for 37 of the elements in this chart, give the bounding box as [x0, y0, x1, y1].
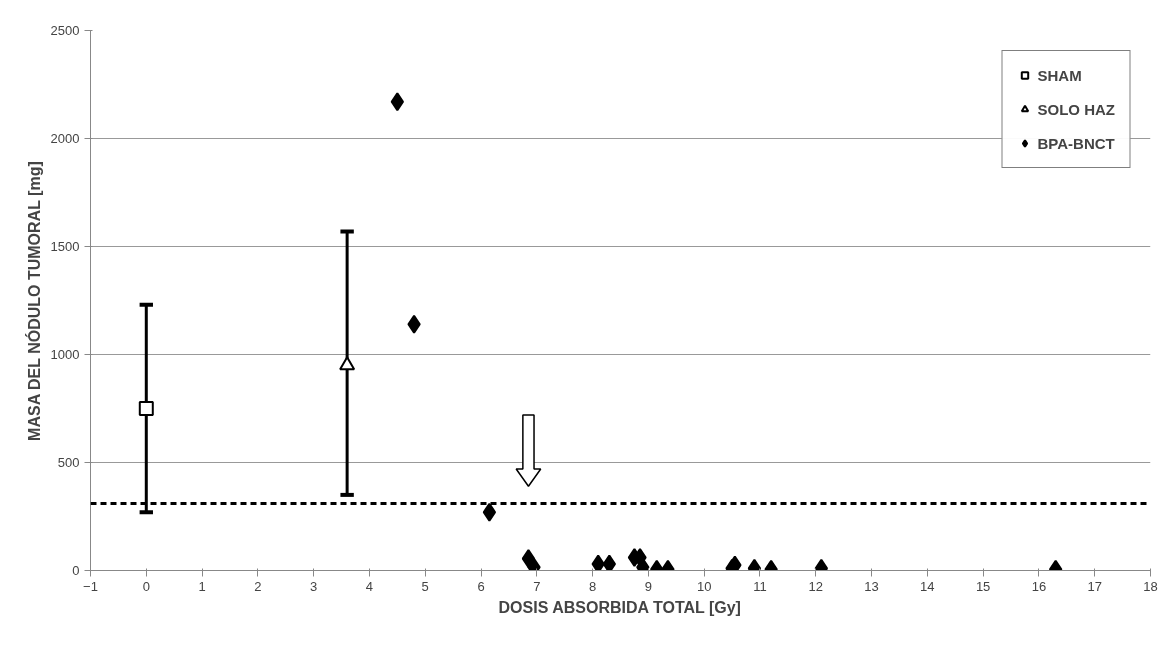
x-tick-label: 4	[365, 578, 374, 594]
x-tick-label: 16	[1031, 578, 1047, 594]
y-tick-label: 2500	[50, 23, 80, 38]
x-tick-label: 18	[1143, 578, 1158, 594]
legend-label: SHAM	[1037, 66, 1082, 84]
point	[602, 554, 617, 571]
point	[591, 554, 605, 571]
x-tick-label: 10	[696, 578, 712, 594]
x-tick-label: 15	[975, 578, 991, 594]
point	[390, 92, 405, 112]
x-tick-label: 13	[864, 578, 879, 594]
y-tick-label: 500	[57, 455, 80, 470]
x-tick-label: 6	[477, 578, 485, 594]
y-tick-label: 0	[72, 563, 80, 578]
x-tick-label: −1	[83, 578, 98, 594]
x-tick-label: 8	[588, 578, 597, 594]
x-tick-label: 14	[920, 578, 935, 594]
x-tick-label: 17	[1087, 578, 1102, 594]
x-tick-label: 3	[310, 578, 318, 594]
x-tick-label: 9	[644, 578, 653, 594]
x-tick-label: 11	[753, 578, 767, 594]
point	[339, 356, 356, 371]
y-tick-label: 1500	[50, 239, 80, 254]
legend-label: SOLO HAZ	[1037, 100, 1115, 118]
x-tick-label: 7	[533, 578, 541, 594]
x-axis-title: DOSIS ABSORBIDA TOTAL [Gy]	[498, 598, 741, 616]
y-tick-label: 2000	[50, 131, 80, 146]
x-tick-label: 1	[198, 578, 206, 594]
x-tick-label: 5	[421, 578, 429, 594]
legend-label: BPA-BNCT	[1037, 134, 1115, 152]
point	[407, 314, 421, 334]
y-tick-label: 1000	[50, 347, 80, 362]
point	[138, 401, 154, 416]
x-tick-label: 12	[808, 578, 823, 594]
x-tick-label: 0	[142, 578, 150, 594]
y-axis-title: MASA DEL NÓDULO TUMORAL [mg]	[24, 161, 43, 441]
x-tick-label: 2	[254, 578, 262, 594]
